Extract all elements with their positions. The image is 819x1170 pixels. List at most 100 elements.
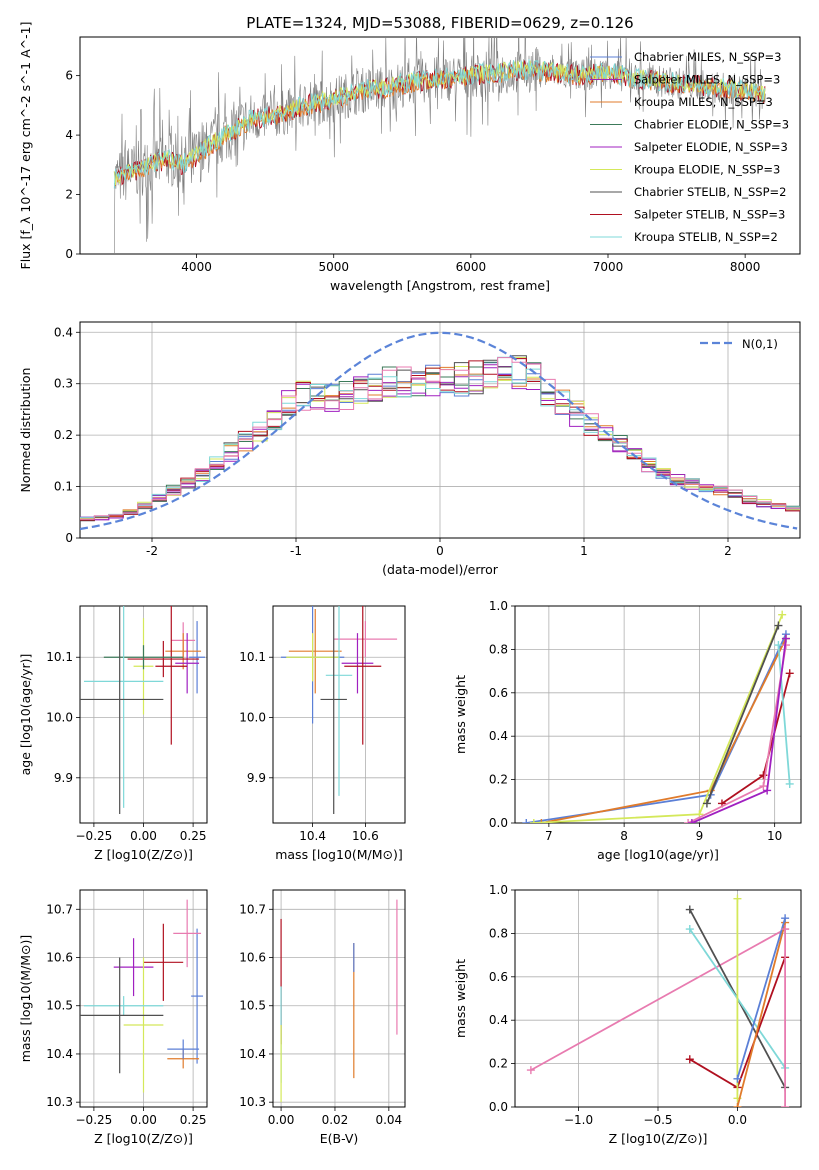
series-point xyxy=(763,786,772,795)
x-tick-label: 7000 xyxy=(593,260,624,274)
y-tick-label: 10.4 xyxy=(46,1047,73,1061)
histogram-kroupa-stelib xyxy=(80,356,800,519)
y-tick-label: 0.2 xyxy=(489,1057,508,1071)
series-line xyxy=(706,625,780,804)
series-kroupa-elodie xyxy=(529,610,787,823)
legend-label: Kroupa STELIB, N_SSP=2 xyxy=(634,230,778,244)
series-point xyxy=(781,634,790,643)
y-tick-label: 1.0 xyxy=(489,599,508,613)
y-tick-label: 10.3 xyxy=(46,1095,73,1109)
x-tick-label: 0.00 xyxy=(130,1113,157,1127)
x-axis-label: Z [log10(Z/Z⊙)] xyxy=(94,847,193,862)
series-point xyxy=(526,1066,535,1075)
y-tick-label: 0.4 xyxy=(489,1013,508,1027)
y-tick-label: 0.4 xyxy=(489,729,508,743)
series-kroupa-miles xyxy=(537,634,790,823)
errorbar-salpeter-stelib xyxy=(155,606,188,745)
axis-frame xyxy=(79,605,208,824)
legend-label: Chabrier STELIB, N_SSP=2 xyxy=(634,185,786,199)
y-tick-label: 0.2 xyxy=(54,428,73,442)
spectrum-panel: 4000 5000 6000 7000 8000 0 2 4 6 wavelength [Angs… xyxy=(18,22,801,293)
series-point xyxy=(685,1055,694,1064)
errorbar-kroupa-stelib xyxy=(325,606,353,796)
errorbar-pink xyxy=(333,621,398,658)
series-point xyxy=(774,621,783,630)
x-tick-label: -1 xyxy=(290,544,302,558)
age-vs-mass-panel: 10.4 10.6 9.9 10.0 10.1 mass [log10(M/M⊙)] xyxy=(239,605,406,862)
y-tick-label: 0 xyxy=(65,531,73,545)
residuals-plot-area xyxy=(80,331,800,531)
weight-vs-Z-panel: −1.0 −0.5 0.0 0.0 0.2 0.4 0.6 0.8 1.0 Z [log10(Z/… xyxy=(453,883,802,1146)
y-axis-label: mass weight xyxy=(453,675,468,754)
y-axis-label: age [log10(age/yr)] xyxy=(18,654,33,776)
axis-frame xyxy=(514,605,802,824)
y-axis-label: Flux [f_λ 10^-17 erg cm^-2 s^-1 A^-1] xyxy=(18,22,33,270)
model-spectrum-kroupa-stelib xyxy=(113,59,766,189)
y-tick-label: 10.4 xyxy=(239,1047,266,1061)
y-tick-label: 0.4 xyxy=(54,325,73,339)
errorbar-kroupa-stelib xyxy=(83,996,164,1016)
y-tick-label: 0.0 xyxy=(489,1100,508,1114)
series-pink xyxy=(781,925,790,1107)
legend-label: Chabrier ELODIE, N_SSP=3 xyxy=(634,118,789,132)
x-tick-label: −1.0 xyxy=(564,1113,593,1127)
panels: 4000 5000 6000 7000 8000 0 2 4 6 wavelength [Angs… xyxy=(18,22,802,1146)
errorbar-salpeter-elodie xyxy=(341,633,374,694)
series-point xyxy=(759,782,768,791)
figure-title: PLATE=1324, MJD=53088, FIBERID=0629, z=0… xyxy=(246,14,633,32)
y-tick-label: 10.1 xyxy=(239,650,266,664)
series-point xyxy=(522,819,531,823)
x-tick-label: 0.00 xyxy=(130,829,157,843)
errorbar-salpeter-stelib xyxy=(127,640,200,678)
x-tick-label: 5000 xyxy=(318,260,349,274)
errorbar-chabrier-miles xyxy=(167,1039,200,1059)
y-tick-label: 10.7 xyxy=(239,902,266,916)
y-tick-label: 10.0 xyxy=(46,711,73,725)
weight-vs-age-plot-area xyxy=(522,610,794,823)
series-kroupa-stelib xyxy=(774,641,794,788)
x-tick-label: 9 xyxy=(696,829,704,843)
y-tick-label: 6 xyxy=(65,69,73,83)
series-chabrier-stelib xyxy=(702,621,783,808)
errorbar-chabrier-stelib xyxy=(80,957,164,1074)
errorbar-kroupa-miles xyxy=(288,609,342,694)
y-tick-label: 10.3 xyxy=(239,1095,266,1109)
series-kroupa-miles xyxy=(733,918,790,1107)
x-axis-label: Z [log10(Z/Z⊙)] xyxy=(609,1131,708,1146)
y-tick-label: 0.8 xyxy=(489,926,508,940)
series-point xyxy=(781,914,790,923)
series-point xyxy=(702,799,711,808)
y-tick-label: 0.1 xyxy=(54,480,73,494)
errorbar-pink xyxy=(173,899,202,968)
x-tick-label: 6000 xyxy=(456,260,487,274)
series-point xyxy=(781,925,790,934)
y-tick-label: 0.6 xyxy=(489,970,508,984)
series-line xyxy=(533,614,784,823)
series-point xyxy=(687,819,696,823)
y-axis-label: Normed distribution xyxy=(18,368,33,493)
series-point xyxy=(781,1103,790,1107)
mass-vs-ebv-plot-area xyxy=(280,899,398,1103)
histogram-pink xyxy=(80,357,800,520)
series-salpeter-stelib xyxy=(717,669,794,808)
x-tick-label: 0.25 xyxy=(180,829,207,843)
gaussian-curve xyxy=(80,331,798,531)
x-tick-label: 0 xyxy=(436,544,444,558)
mass-vs-Z-panel: −0.25 0.00 0.25 10.3 10.4 10.5 10.6 10.7 Z [log1… xyxy=(18,889,208,1146)
spectrum-plot-area xyxy=(113,37,766,254)
y-tick-label: 10.1 xyxy=(46,650,73,664)
y-tick-label: 1.0 xyxy=(489,883,508,897)
errorbar-salpeter-stelib xyxy=(344,606,382,745)
y-tick-label: 9.9 xyxy=(54,771,73,785)
series-line xyxy=(541,638,787,823)
x-axis-label: (data-model)/error xyxy=(382,562,499,577)
x-tick-label: 0.02 xyxy=(322,1113,349,1127)
x-tick-label: −0.5 xyxy=(643,1113,672,1127)
axis-frame xyxy=(79,36,801,255)
y-tick-label: 10.5 xyxy=(239,999,266,1013)
legend-label: Salpeter STELIB, N_SSP=3 xyxy=(634,208,785,222)
y-tick-label: 10.0 xyxy=(239,711,266,725)
axis-frame xyxy=(514,889,802,1108)
errorbar-chabrier-stelib xyxy=(320,606,347,814)
